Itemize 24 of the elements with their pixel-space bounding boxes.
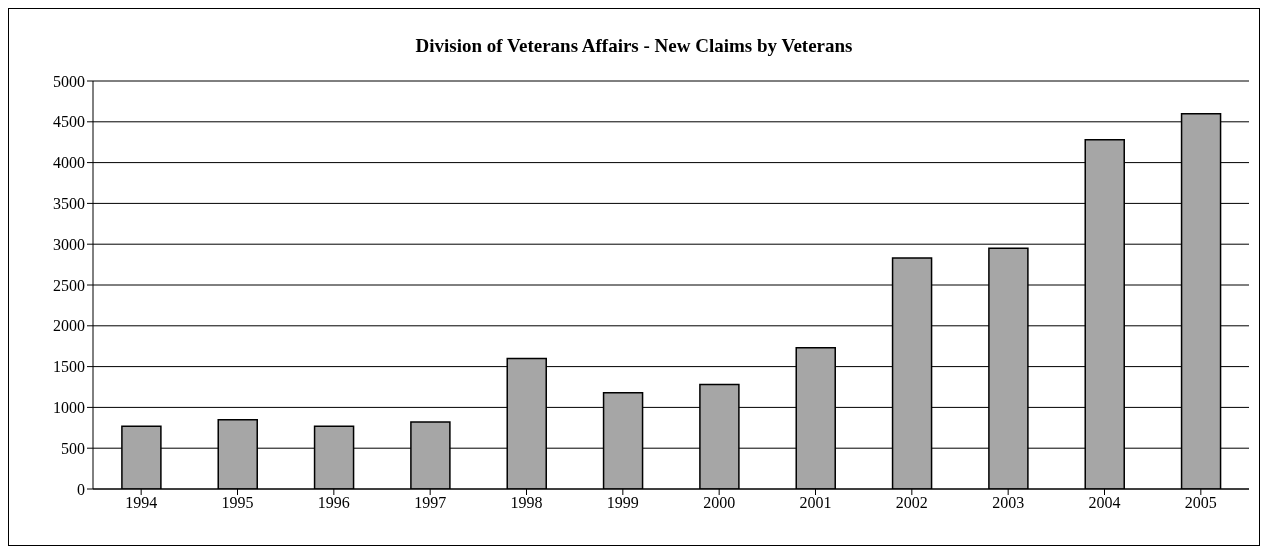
x-tick-label: 2004 [1088, 494, 1121, 512]
x-tick-label: 1999 [606, 494, 639, 512]
y-tick-label: 4500 [53, 113, 85, 131]
chart-title: Division of Veterans Affairs - New Claims by Veterans [414, 35, 854, 58]
x-tick-label: 2001 [799, 494, 832, 512]
y-tick-label: 500 [61, 439, 85, 457]
x-tick-label: 1995 [221, 494, 254, 512]
y-tick-label: 2000 [53, 317, 85, 335]
x-tick-label: 1997 [414, 494, 447, 512]
x-tick-label: 1998 [510, 494, 543, 512]
y-tick-label: 1500 [53, 358, 85, 376]
x-tick-label: 1994 [125, 494, 158, 512]
y-tick-label: 4000 [53, 154, 85, 172]
y-tick-label: 3500 [53, 195, 85, 213]
y-tick-label: 0 [77, 480, 85, 498]
x-tick-label: 2005 [1184, 494, 1217, 512]
x-tick-label: 2002 [895, 494, 928, 512]
y-tick-label: 3000 [53, 235, 85, 253]
y-tick-label: 5000 [53, 72, 85, 90]
x-tick-label: 2003 [992, 494, 1025, 512]
x-tick-label: 1996 [317, 494, 350, 512]
x-tick-label: 2000 [703, 494, 736, 512]
y-tick-label: 1000 [53, 399, 85, 417]
y-tick-label: 2500 [53, 276, 85, 294]
